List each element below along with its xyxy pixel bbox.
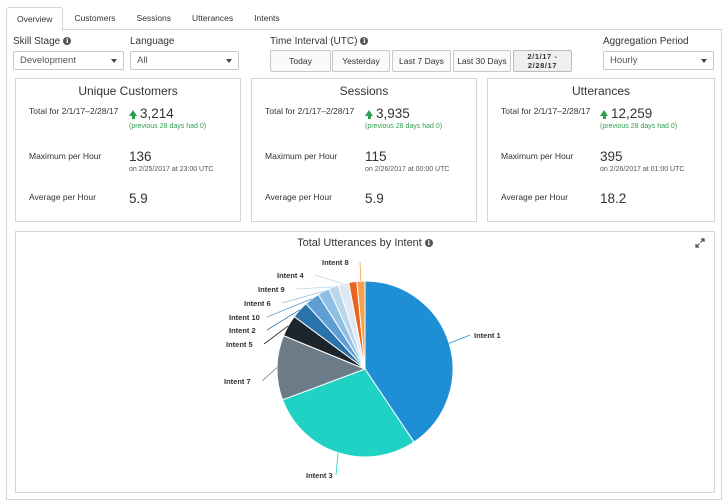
tab-customers[interactable]: Customers [74, 13, 116, 23]
skill-stage-select[interactable]: Development [13, 51, 124, 70]
aggregation-period-label: Aggregation Period [603, 36, 689, 47]
custom-range-button[interactable]: 2/1/17 - 2/28/17 [513, 50, 572, 72]
avg-value: 5.9 [129, 191, 148, 206]
pie-label-leader [266, 298, 313, 318]
tab-bar: Overview Customers Sessions Utterances I… [6, 7, 722, 31]
pie-label-leader [359, 261, 362, 282]
chevron-down-icon [226, 59, 232, 63]
language-select[interactable]: All [130, 51, 239, 70]
language-value: All [137, 55, 148, 66]
chart-title: Total Utterances by Intent i [16, 237, 714, 249]
pie-label-leader [335, 452, 339, 476]
pie-label: Intent 10 [229, 313, 260, 322]
pie-slice[interactable] [281, 368, 415, 458]
yesterday-button[interactable]: Yesterday [332, 50, 390, 72]
previous-period-note: (previous 28 days had 0) [129, 123, 207, 130]
tab-sessions[interactable]: Sessions [136, 13, 172, 23]
pie-label-leader [314, 274, 344, 285]
max-label: Maximum per Hour [501, 151, 574, 161]
today-button[interactable]: Today [270, 50, 331, 72]
pie-label: Intent 6 [244, 299, 271, 308]
last-30-days-button[interactable]: Last 30 Days [453, 50, 511, 72]
avg-label: Average per Hour [265, 192, 332, 202]
pie-label: Intent 1 [474, 331, 501, 340]
pie-slice[interactable] [356, 280, 366, 370]
max-timestamp: on 2/26/2017 at 01:00 UTC [600, 166, 685, 173]
pie-label: Intent 8 [322, 258, 349, 267]
max-label: Maximum per Hour [29, 151, 102, 161]
pie-label: Intent 9 [258, 285, 285, 294]
arrow-up-icon [365, 110, 373, 119]
pie-slice[interactable] [276, 334, 367, 401]
arrow-up-icon [129, 110, 137, 119]
total-value: 3,935 [365, 106, 410, 121]
avg-label: Average per Hour [29, 192, 96, 202]
tab-intents[interactable]: Intents [254, 13, 280, 23]
pie-label-leader [266, 309, 301, 331]
aggregation-period-select[interactable]: Hourly [603, 51, 714, 70]
previous-period-note: (previous 28 days had 0) [365, 123, 443, 130]
avg-value: 18.2 [600, 191, 627, 206]
pie-label: Intent 3 [306, 471, 333, 480]
total-value: 12,259 [600, 106, 652, 121]
max-value: 115 [365, 149, 387, 164]
info-icon[interactable]: i [360, 37, 369, 45]
unique-customers-card: Unique Customers Total for 2/1/17–2/28/1… [15, 78, 241, 222]
avg-label: Average per Hour [501, 192, 568, 202]
info-icon[interactable]: i [424, 239, 433, 247]
chevron-down-icon [111, 59, 117, 63]
pie-label: Intent 2 [229, 326, 256, 335]
pie-label: Intent 5 [226, 340, 253, 349]
avg-value: 5.9 [365, 191, 384, 206]
sessions-card: Sessions Total for 2/1/17–2/28/17 3,935 … [251, 78, 477, 222]
skill-stage-value: Development [20, 55, 76, 66]
max-timestamp: on 2/26/2017 at 00:00 UTC [365, 166, 450, 173]
last-7-days-button[interactable]: Last 7 Days [392, 50, 451, 72]
pie-chart: Intent 1 Intent 3 Intent 7 Intent 5 Intent 2… [224, 258, 501, 480]
pie-label-leader [281, 291, 324, 304]
expand-icon[interactable] [695, 238, 705, 248]
total-label: Total for 2/1/17–2/28/17 [265, 106, 355, 116]
total-label: Total for 2/1/17–2/28/17 [29, 106, 119, 116]
card-title: Utterances [571, 84, 631, 98]
pie-label-leader [449, 334, 471, 344]
language-label: Language [130, 36, 175, 47]
tab-utterances[interactable]: Utterances [192, 13, 234, 23]
info-icon[interactable]: i [63, 37, 72, 45]
arrow-up-icon [600, 110, 608, 119]
overview-panel [6, 30, 722, 500]
max-label: Maximum per Hour [265, 151, 338, 161]
pie-label: Intent 4 [277, 271, 304, 280]
pie-label-leader [263, 325, 289, 345]
aggregation-period-value: Hourly [610, 55, 638, 66]
total-value: 3,214 [129, 106, 174, 121]
total-label: Total for 2/1/17–2/28/17 [501, 106, 591, 116]
utterances-by-intent-panel: Total Utterances by Intent i Intent 1 Inte… [15, 231, 715, 493]
pie-label-leader [261, 367, 278, 382]
max-value: 395 [600, 149, 623, 164]
utterances-card: Utterances Total for 2/1/17–2/28/17 12,2… [487, 78, 715, 222]
skill-stage-label: Skill Stage i [13, 36, 72, 47]
pie-label: Intent 7 [224, 377, 251, 386]
time-interval-label: Time Interval (UTC) i [270, 36, 369, 47]
card-title: Unique Customers [78, 84, 178, 98]
card-title: Sessions [339, 84, 389, 98]
chevron-down-icon [701, 59, 707, 63]
max-timestamp: on 2/25/2017 at 23:00 UTC [129, 166, 214, 173]
pie-label-leader [295, 286, 334, 290]
max-value: 136 [129, 149, 152, 164]
pie-slice[interactable] [364, 280, 454, 443]
previous-period-note: (previous 28 days had 0) [600, 123, 678, 130]
tab-overview[interactable]: Overview [6, 7, 64, 31]
